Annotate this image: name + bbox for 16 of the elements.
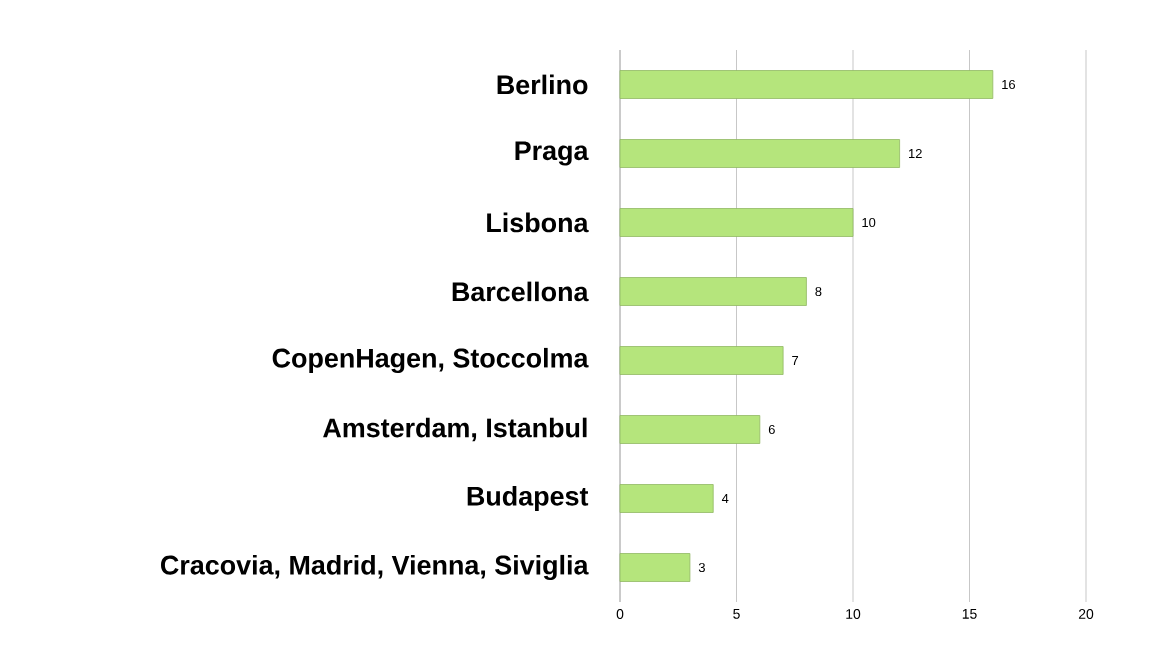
y-tick-label: Barcellona — [452, 281, 589, 302]
bar — [619, 484, 714, 513]
y-tick-label: Lisbona — [487, 212, 589, 233]
bar — [619, 346, 784, 375]
y-tick-label: CopenHagen, Stoccolma — [272, 347, 589, 374]
y-tick-label: Amsterdam, Istanbul — [323, 417, 587, 442]
y-tick-label: Berlino — [497, 74, 588, 95]
bar — [619, 277, 807, 306]
y-tick-label: Cracovia, Madrid, Vienna, Siviglia — [161, 554, 589, 581]
bar — [619, 70, 994, 99]
bar — [619, 139, 901, 168]
bar — [619, 415, 761, 444]
bar — [619, 208, 854, 237]
y-tick-label: Budapest — [467, 485, 589, 512]
bar — [619, 553, 691, 582]
y-tick-label: Praga — [515, 141, 589, 166]
